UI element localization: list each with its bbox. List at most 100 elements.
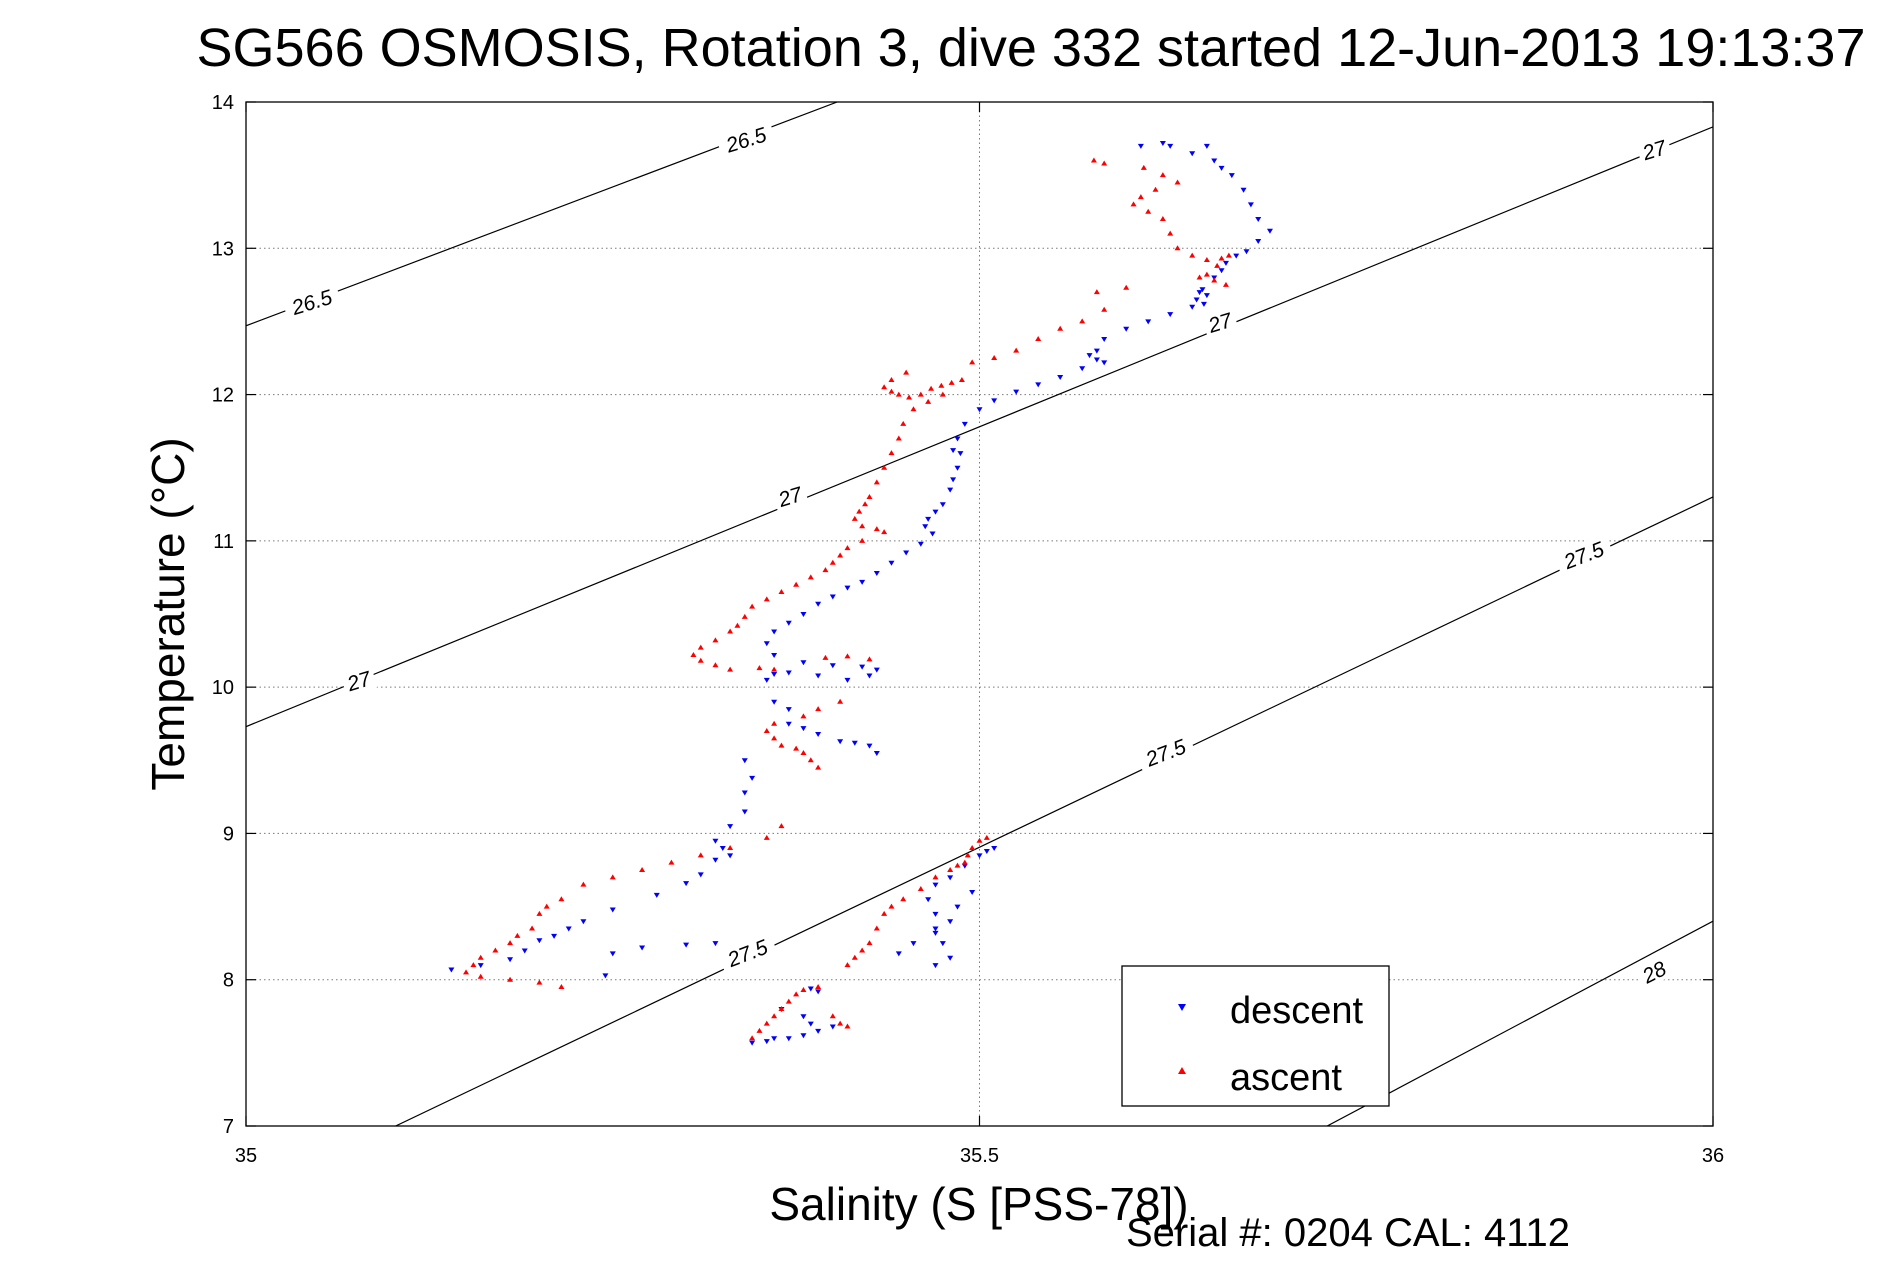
data-point-ascent xyxy=(873,925,880,931)
data-point-descent xyxy=(932,926,939,932)
contour-label-bg xyxy=(1200,305,1239,339)
data-point-descent xyxy=(903,550,910,556)
data-point-ascent xyxy=(1057,325,1064,331)
data-point-ascent xyxy=(815,706,822,712)
data-point-descent xyxy=(653,892,660,898)
data-point-descent xyxy=(932,882,939,888)
data-point-descent xyxy=(983,848,990,854)
data-point-descent xyxy=(917,541,924,547)
data-point-descent xyxy=(815,673,822,679)
data-point-ascent xyxy=(822,654,829,660)
data-point-descent xyxy=(771,671,778,677)
data-point-ascent xyxy=(697,852,704,858)
data-point-descent xyxy=(929,531,936,537)
y-tick-label: 8 xyxy=(223,970,234,992)
data-point-descent xyxy=(763,677,770,683)
data-point-descent xyxy=(1189,151,1196,157)
data-point-descent xyxy=(1137,143,1144,149)
y-tick-label: 7 xyxy=(223,1116,234,1138)
data-point-descent xyxy=(888,560,895,566)
data-point-ascent xyxy=(793,991,800,997)
data-point-descent xyxy=(712,941,719,947)
data-point-ascent xyxy=(881,529,888,535)
data-point-ascent xyxy=(793,745,800,751)
data-point-descent xyxy=(749,775,756,781)
data-point-descent xyxy=(565,926,572,932)
data-point-ascent xyxy=(866,656,873,662)
data-point-descent xyxy=(957,451,964,457)
data-point-ascent xyxy=(837,1020,844,1026)
chart-title: SG566 OSMOSIS, Rotation 3, dive 332 star… xyxy=(196,18,1865,78)
data-point-descent xyxy=(712,838,719,844)
data-point-descent xyxy=(521,948,528,954)
data-point-ascent xyxy=(917,886,924,892)
y-tick-label: 14 xyxy=(212,92,234,114)
data-point-descent xyxy=(950,448,957,454)
data-point-ascent xyxy=(954,862,961,868)
data-point-descent xyxy=(1035,382,1042,388)
series-descent xyxy=(448,140,1273,1046)
data-point-descent xyxy=(1247,202,1254,208)
data-point-descent xyxy=(1233,253,1240,259)
data-point-descent xyxy=(741,790,748,796)
data-point-descent xyxy=(1167,143,1174,149)
data-point-descent xyxy=(844,585,851,591)
data-point-descent xyxy=(961,421,968,427)
data-point-descent xyxy=(719,846,726,852)
data-point-descent xyxy=(932,963,939,969)
data-point-descent xyxy=(800,1014,807,1020)
data-point-ascent xyxy=(1079,318,1086,324)
data-point-ascent xyxy=(712,662,719,668)
data-point-ascent xyxy=(778,823,785,829)
data-point-ascent xyxy=(778,589,785,595)
data-point-descent xyxy=(683,942,690,948)
data-point-descent xyxy=(815,1028,822,1034)
y-tick-label: 9 xyxy=(223,823,234,845)
contour-label-bg xyxy=(1553,533,1614,576)
data-point-ascent xyxy=(1093,289,1100,295)
data-point-descent xyxy=(785,1036,792,1042)
data-point-ascent xyxy=(477,973,484,979)
data-point-descent xyxy=(961,863,968,869)
data-point-ascent xyxy=(800,749,807,755)
data-point-descent xyxy=(771,699,778,705)
contour-label-group: 27.5 xyxy=(1553,533,1614,576)
data-point-descent xyxy=(873,750,880,756)
data-point-ascent xyxy=(829,1013,836,1019)
data-point-descent xyxy=(800,726,807,732)
data-point-ascent xyxy=(1152,186,1159,192)
data-point-ascent xyxy=(749,603,756,609)
data-point-descent xyxy=(1203,143,1210,149)
data-point-ascent xyxy=(463,969,470,975)
data-point-ascent xyxy=(771,735,778,741)
data-point-descent xyxy=(551,933,558,939)
data-point-ascent xyxy=(1035,335,1042,341)
data-point-descent xyxy=(1079,366,1086,372)
data-point-ascent xyxy=(507,976,514,982)
data-point-descent xyxy=(1255,238,1262,244)
data-point-ascent xyxy=(837,552,844,558)
data-point-ascent xyxy=(856,508,863,514)
data-point-descent xyxy=(815,989,822,995)
data-point-ascent xyxy=(756,665,763,671)
contour-line-27.5 xyxy=(395,496,1713,1126)
data-point-ascent xyxy=(895,391,902,397)
data-point-descent xyxy=(1196,290,1203,296)
data-point-descent xyxy=(947,919,954,925)
data-point-descent xyxy=(969,889,976,895)
data-point-descent xyxy=(851,740,858,746)
data-point-ascent xyxy=(1145,208,1152,214)
data-point-ascent xyxy=(807,757,814,763)
grid-lines xyxy=(246,102,1713,1126)
data-point-descent xyxy=(844,677,851,683)
data-point-ascent xyxy=(609,874,616,880)
data-point-descent xyxy=(771,652,778,658)
y-tick-label: 10 xyxy=(212,677,234,699)
data-point-descent xyxy=(1189,304,1196,310)
data-point-descent xyxy=(697,872,704,878)
data-point-descent xyxy=(639,945,646,951)
data-point-ascent xyxy=(866,493,873,499)
data-point-ascent xyxy=(1137,194,1144,200)
